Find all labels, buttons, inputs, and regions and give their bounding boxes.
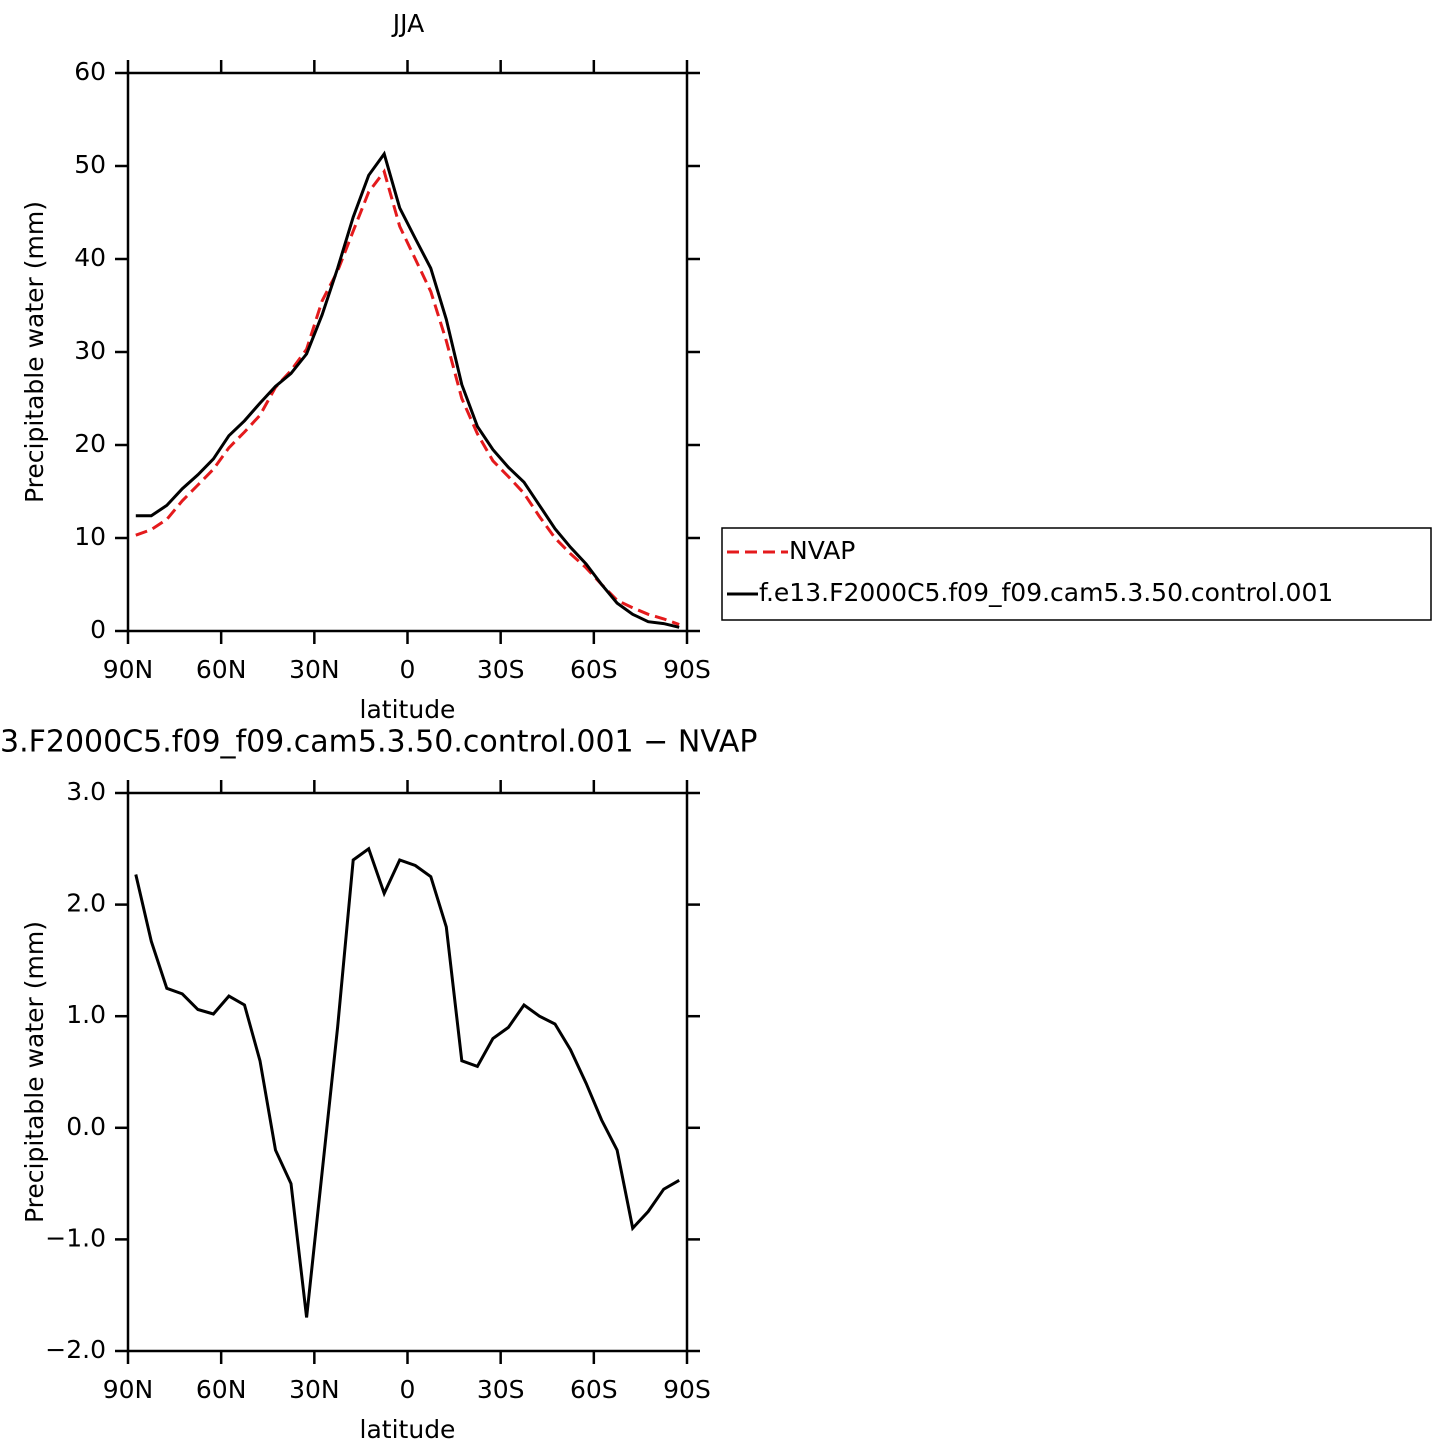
x-tick-label: 30S: [477, 1375, 525, 1404]
x-tick-label: 60S: [570, 655, 618, 684]
legend-label: f.e13.F2000C5.f09_f09.cam5.3.50.control.…: [759, 578, 1333, 607]
x-tick-label: 60S: [570, 1375, 618, 1404]
x-tick-label: 30N: [289, 1375, 340, 1404]
y-tick-label: 20: [74, 429, 106, 458]
legend-label: NVAP: [789, 536, 855, 565]
y-tick-label: 50: [74, 150, 106, 179]
y-axis-label: Precipitable water (mm): [20, 201, 49, 503]
x-tick-label: 90N: [103, 1375, 154, 1404]
y-tick-label: −2.0: [45, 1335, 106, 1364]
data-line: [135, 168, 680, 626]
data-line: [134, 846, 680, 1318]
x-tick-label: 90N: [103, 655, 154, 684]
x-tick-label: 0: [400, 1375, 416, 1404]
x-axis-label: latitude: [360, 695, 456, 724]
y-tick-label: 2.0: [66, 889, 106, 918]
x-tick-label: 60N: [196, 1375, 247, 1404]
x-tick-label: 30S: [477, 655, 525, 684]
x-tick-label: 90S: [663, 1375, 711, 1404]
y-tick-label: 0: [90, 615, 106, 644]
x-tick-label: 60N: [196, 655, 247, 684]
plot-frame: [126, 791, 689, 1353]
data-line: [135, 150, 680, 629]
y-tick-label: 60: [74, 57, 106, 86]
chart-title: 3.F2000C5.f09_f09.cam5.3.50.control.001 …: [0, 725, 758, 760]
y-tick-label: 1.0: [66, 1000, 106, 1029]
y-tick-label: 40: [74, 243, 106, 272]
legend-box: [721, 527, 1432, 621]
y-tick-label: −1.0: [45, 1223, 106, 1252]
x-tick-label: 0: [400, 655, 416, 684]
x-tick-label: 90S: [663, 655, 711, 684]
y-tick-label: 30: [74, 336, 106, 365]
y-axis-label: Precipitable water (mm): [20, 921, 49, 1223]
y-tick-label: 0.0: [66, 1112, 106, 1141]
x-axis-label: latitude: [360, 1415, 456, 1444]
y-tick-label: 3.0: [66, 777, 106, 806]
y-tick-label: 10: [74, 522, 106, 551]
x-tick-label: 30N: [289, 655, 340, 684]
chart-title: JJA: [391, 9, 424, 38]
plot-frame: [126, 71, 689, 633]
